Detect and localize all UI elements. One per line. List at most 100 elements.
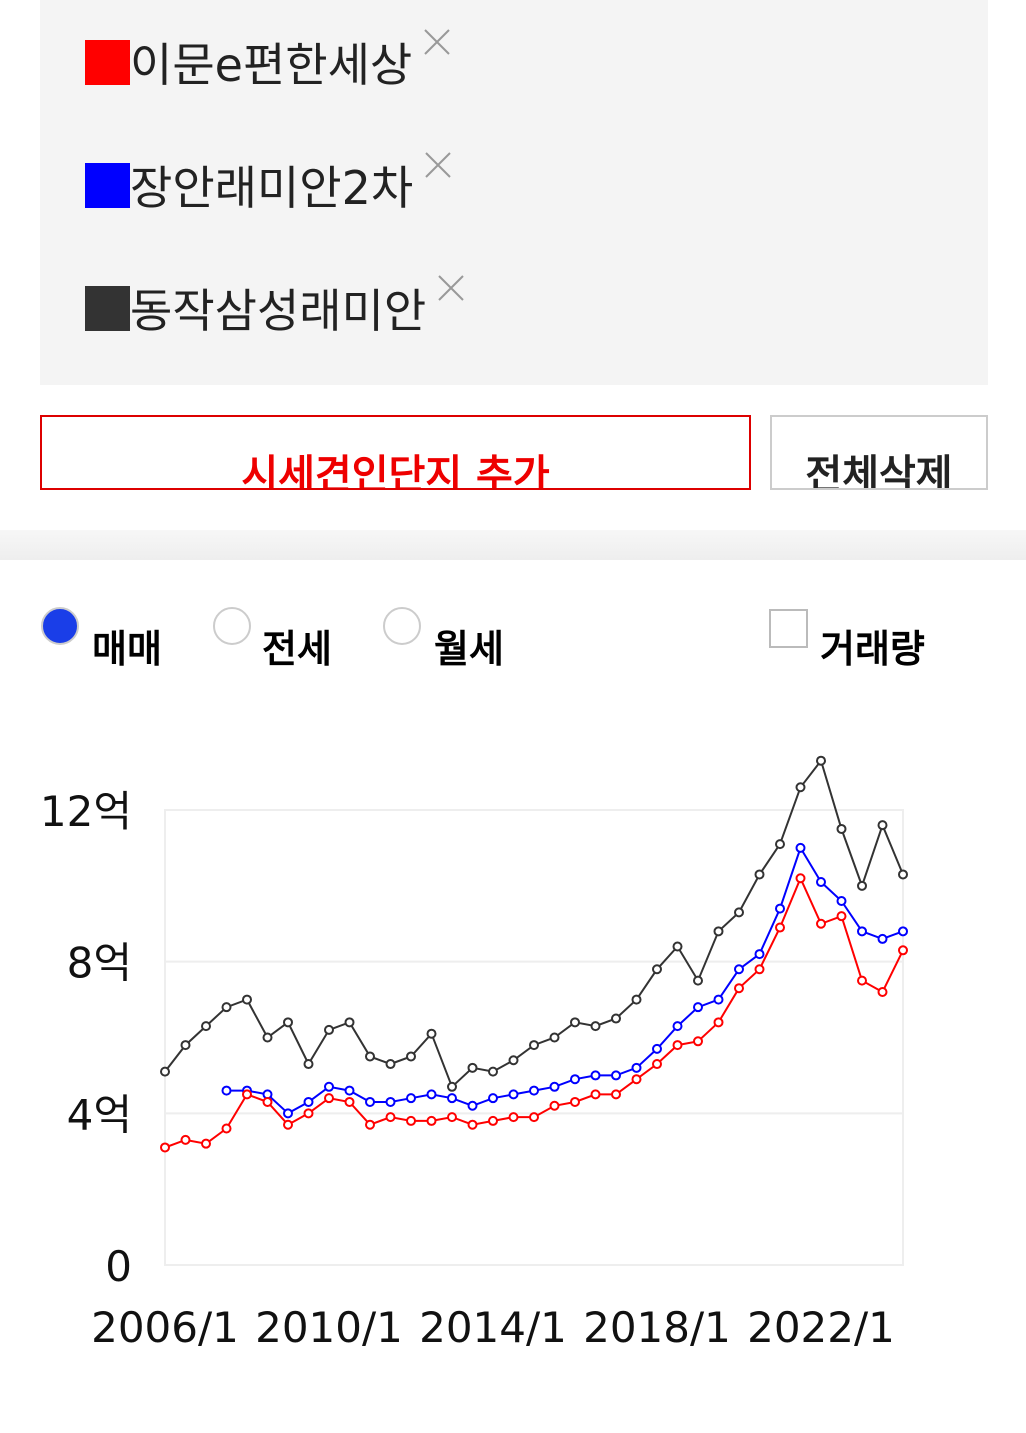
point <box>836 823 847 834</box>
chart: 0 4억 8억 12억 2006/1 2010/1 2014/1 2018/1 2022/1 <box>40 755 908 1352</box>
point <box>570 1017 580 1028</box>
point <box>795 842 806 853</box>
point <box>836 896 847 906</box>
point <box>406 1051 416 1062</box>
point <box>775 839 785 850</box>
point <box>201 1138 211 1149</box>
selected-item: 이문e편한세상 <box>85 29 452 92</box>
point <box>672 1040 683 1051</box>
point <box>426 1089 437 1100</box>
point <box>795 782 806 793</box>
point <box>529 1085 539 1096</box>
remove-icon[interactable] <box>422 27 452 57</box>
legend-label: 동작삼성래미안 <box>130 284 427 338</box>
point <box>467 1100 478 1111</box>
point <box>816 918 826 929</box>
selected-list: 이문e편한세상 장안래미안2차 동작삼성래미안 <box>40 0 988 385</box>
point <box>324 1093 334 1104</box>
x-tick-label: 2022/1 <box>747 1303 895 1352</box>
point <box>898 926 908 937</box>
option-label: 월세 <box>434 627 504 671</box>
legend-swatch <box>85 162 130 208</box>
series-line <box>164 875 904 1149</box>
point <box>467 1062 478 1073</box>
point <box>447 1093 457 1104</box>
point <box>303 1059 314 1070</box>
point <box>652 964 662 975</box>
point <box>631 1074 642 1085</box>
point <box>365 1096 375 1107</box>
point <box>447 1081 457 1092</box>
radio[interactable] <box>383 607 421 645</box>
remove-icon[interactable] <box>436 273 466 303</box>
point <box>529 1040 539 1051</box>
point <box>549 1032 560 1043</box>
point <box>877 987 888 997</box>
point <box>324 1081 334 1092</box>
point <box>754 964 765 975</box>
remove-icon[interactable] <box>423 150 453 180</box>
point <box>283 1119 293 1130</box>
point <box>590 1089 601 1100</box>
point <box>385 1096 396 1107</box>
point <box>201 1021 211 1032</box>
point <box>857 926 867 937</box>
point <box>611 1070 621 1081</box>
radio[interactable] <box>213 607 251 645</box>
y-tick-label: 0 <box>105 1242 132 1291</box>
point <box>221 1085 232 1096</box>
point <box>160 1066 170 1077</box>
delete-all-button[interactable]: 전체삭제 <box>770 415 988 490</box>
legend-label: 이문e편한세상 <box>130 38 413 92</box>
point <box>693 1036 703 1047</box>
point <box>672 1021 683 1032</box>
selected-item: 동작삼성래미안 <box>85 275 466 338</box>
point <box>426 1115 437 1126</box>
point <box>570 1096 580 1107</box>
point <box>775 903 785 914</box>
plot-area <box>164 809 904 1266</box>
point <box>857 880 867 891</box>
legend-swatch <box>85 285 130 331</box>
point <box>508 1089 519 1100</box>
x-tick-label: 2014/1 <box>419 1303 567 1352</box>
point <box>365 1051 375 1062</box>
point <box>406 1093 416 1104</box>
point <box>734 983 744 994</box>
point <box>549 1081 560 1092</box>
point <box>324 1024 334 1035</box>
point <box>795 873 806 884</box>
point <box>672 941 683 952</box>
x-tick-label: 2006/1 <box>91 1303 239 1352</box>
point <box>303 1108 314 1119</box>
point <box>816 755 826 766</box>
point <box>631 1062 642 1073</box>
y-tick-label: 12억 <box>40 787 132 836</box>
point <box>775 922 785 933</box>
point <box>180 1040 191 1051</box>
y-tick-label: 4억 <box>67 1090 132 1139</box>
point <box>693 1002 703 1013</box>
checkbox-label: 거래량 <box>820 627 925 671</box>
radio-selected[interactable] <box>41 607 79 645</box>
add-button[interactable]: 시세견인단지 추가 <box>40 415 751 490</box>
checkbox[interactable] <box>769 609 808 648</box>
x-tick-label: 2010/1 <box>255 1303 403 1352</box>
point <box>898 945 908 956</box>
point <box>754 949 765 960</box>
point <box>344 1017 355 1028</box>
option-label: 전세 <box>262 627 332 671</box>
legend-label: 장안래미안2차 <box>130 161 414 215</box>
point <box>898 869 908 880</box>
point <box>488 1115 498 1126</box>
point <box>734 964 744 975</box>
point <box>857 975 867 986</box>
point <box>242 994 252 1005</box>
point <box>385 1059 396 1070</box>
point <box>877 933 888 944</box>
point <box>611 1013 621 1024</box>
point <box>160 1142 170 1153</box>
point <box>221 1123 232 1134</box>
point <box>713 994 724 1005</box>
point <box>754 869 765 880</box>
